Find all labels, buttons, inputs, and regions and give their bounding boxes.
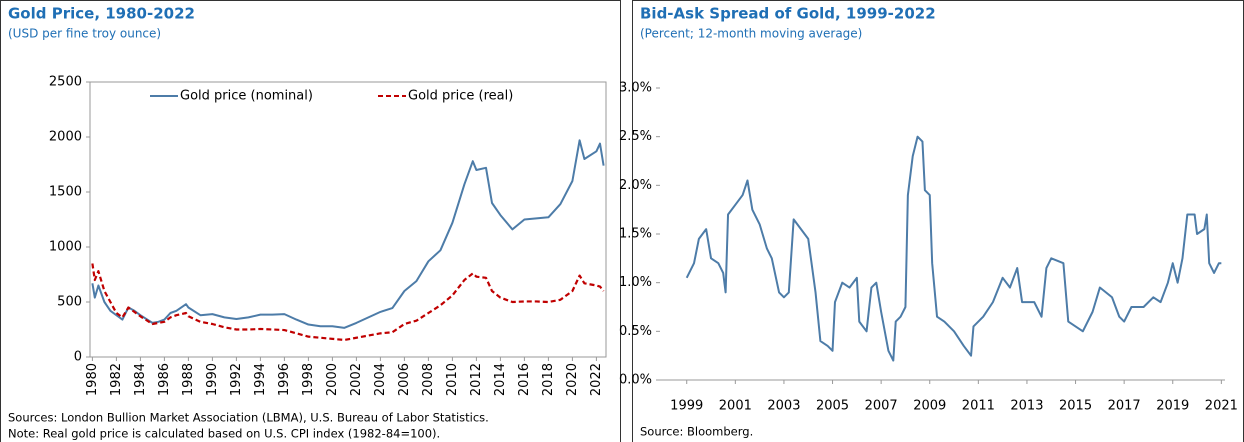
x-tick-label: 2003 — [767, 399, 800, 414]
y-tick-label: 1000 — [49, 240, 82, 255]
x-tick-label: 2015 — [1059, 399, 1092, 414]
x-tick-label: 2020 — [565, 363, 580, 396]
x-tick-label: 2022 — [589, 363, 604, 396]
y-tick-label: 1.0% — [619, 275, 652, 290]
x-tick-label: 2008 — [421, 363, 436, 396]
x-tick-label: 1992 — [229, 363, 244, 396]
chart-subtitle: (USD per fine troy ounce) — [8, 27, 161, 41]
x-tick-label: 1999 — [670, 399, 703, 414]
x-tick-label: 2011 — [962, 399, 995, 414]
x-tick-label: 1980 — [85, 363, 100, 396]
x-tick-label: 2013 — [1010, 399, 1043, 414]
x-tick-label: 2001 — [719, 399, 752, 414]
x-tick-label: 1988 — [181, 363, 196, 396]
series-line — [91, 139, 605, 329]
y-tick-label: 2500 — [49, 75, 82, 90]
legend-label: Gold price (nominal) — [180, 89, 313, 104]
x-tick-label: 2000 — [325, 363, 340, 396]
y-tick-label: 2.5% — [619, 129, 652, 144]
series-line — [91, 263, 605, 342]
x-tick-label: 2005 — [816, 399, 849, 414]
x-tick-label: 2010 — [445, 363, 460, 396]
x-tick-label: 2006 — [397, 363, 412, 396]
y-tick-label: 0.5% — [619, 324, 652, 339]
x-tick-label: 2019 — [1156, 399, 1189, 414]
x-tick-label: 2021 — [1205, 399, 1238, 414]
right-panel — [632, 0, 1244, 442]
chart-subtitle: (Percent; 12-month moving average) — [640, 27, 862, 41]
note: Source: Bloomberg. — [640, 425, 753, 439]
y-tick-label: 3.0% — [619, 81, 652, 96]
y-tick-label: 1500 — [49, 185, 82, 200]
x-tick-label: 1986 — [157, 363, 172, 396]
legend-label: Gold price (real) — [408, 89, 513, 104]
x-tick-label: 2012 — [469, 363, 484, 396]
note: Note: Real gold price is calculated base… — [8, 427, 440, 441]
x-tick-label: 2018 — [541, 363, 556, 396]
x-tick-label: 2016 — [517, 363, 532, 396]
chart-title: Bid-Ask Spread of Gold, 1999-2022 — [640, 5, 936, 23]
y-tick-label: 1.5% — [619, 227, 652, 242]
x-tick-label: 2004 — [373, 363, 388, 396]
x-tick-label: 1998 — [301, 363, 316, 396]
x-tick-label: 2007 — [865, 399, 898, 414]
x-tick-label: 1982 — [109, 363, 124, 396]
x-tick-label: 1984 — [133, 363, 148, 396]
y-tick-label: 0.0% — [619, 373, 652, 388]
y-tick-label: 2000 — [49, 130, 82, 145]
x-tick-label: 1996 — [277, 363, 292, 396]
y-tick-label: 500 — [57, 295, 82, 310]
y-tick-label: 0 — [74, 350, 82, 365]
x-tick-label: 1990 — [205, 363, 220, 396]
plot-frame — [89, 81, 607, 358]
x-tick-label: 2017 — [1108, 399, 1141, 414]
chart-title: Gold Price, 1980-2022 — [8, 5, 195, 23]
note: Sources: London Bullion Market Associati… — [8, 411, 489, 425]
left-panel — [0, 0, 621, 442]
x-tick-label: 2014 — [493, 363, 508, 396]
x-tick-label: 1994 — [253, 363, 268, 396]
x-tick-label: 2002 — [349, 363, 364, 396]
y-tick-label: 2.0% — [619, 178, 652, 193]
series-line — [685, 135, 1222, 362]
x-tick-label: 2009 — [913, 399, 946, 414]
